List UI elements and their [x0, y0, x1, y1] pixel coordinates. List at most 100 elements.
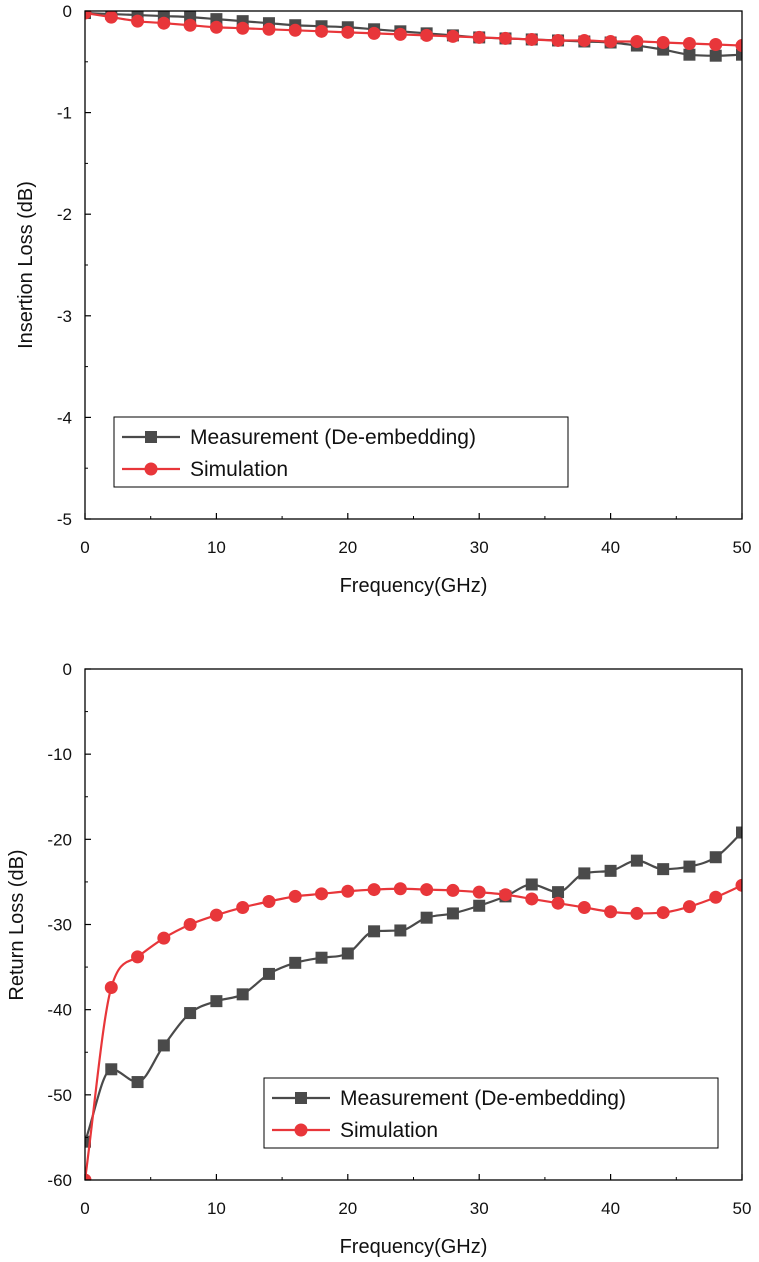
legend-marker: [295, 1092, 307, 1104]
data-point-circle: [420, 883, 434, 897]
data-point-circle: [183, 918, 197, 931]
y-tick-label: -4: [57, 408, 72, 427]
x-tick-label: 30: [470, 538, 489, 557]
legend-label: Measurement (De-embedding): [340, 1087, 626, 1110]
data-point-circle: [236, 900, 250, 914]
data-point-circle: [420, 28, 434, 42]
data-point-square: [683, 48, 696, 61]
x-tick-label: 0: [80, 538, 89, 557]
x-tick-label: 30: [470, 1199, 489, 1218]
data-point-circle: [341, 25, 355, 39]
data-point-circle: [525, 892, 539, 906]
data-point-circle: [446, 883, 460, 897]
data-point-square: [157, 11, 170, 23]
series-line: [85, 11, 742, 47]
data-point-square: [131, 1076, 144, 1089]
y-tick-label: 0: [63, 660, 72, 679]
legend-box: [263, 1077, 719, 1149]
data-point-circle: [341, 884, 355, 898]
data-point-circle: [367, 26, 381, 40]
y-tick-label: -20: [47, 830, 72, 849]
data-point-circle: [315, 887, 329, 901]
y-tick-label: -2: [57, 205, 72, 224]
data-point-circle: [157, 16, 171, 30]
data-point-circle: [85, 1173, 92, 1180]
data-point-circle: [498, 31, 512, 45]
series-simulation: [85, 11, 742, 53]
data-point-circle: [315, 24, 329, 38]
data-point-circle: [131, 14, 145, 28]
data-point-circle: [209, 908, 223, 922]
legend-label: Simulation: [340, 1119, 438, 1142]
legend-marker: [144, 462, 158, 476]
data-point-circle: [157, 931, 171, 945]
x-tick-label: 40: [601, 538, 620, 557]
data-point-square: [420, 911, 433, 924]
data-point-square: [552, 886, 565, 899]
data-point-circle: [656, 36, 670, 49]
data-point-circle: [551, 33, 565, 47]
data-point-circle: [104, 981, 118, 995]
data-point-square: [368, 925, 381, 938]
data-point-circle: [604, 34, 618, 48]
plot-area: [85, 11, 742, 62]
legend-entry-simulation: Simulation: [122, 458, 288, 481]
x-tick-label: 10: [207, 1199, 226, 1218]
data-point-circle: [472, 30, 486, 44]
legend-box: [113, 416, 569, 488]
data-point-circle: [393, 27, 407, 41]
data-point-circle: [577, 900, 591, 914]
data-point-circle: [446, 29, 460, 43]
data-point-circle: [236, 21, 250, 35]
data-point-circle: [85, 11, 92, 20]
y-tick-label: -3: [57, 307, 72, 326]
chart-panel-1: 0 10 20 30 40 50 0 -1 -2 -3 -4 -5 Frequency(GHz) Inse…: [15, 2, 751, 597]
legend: Measurement (De-embedding) Simulation: [263, 1077, 719, 1149]
data-point-square: [578, 867, 591, 880]
x-tick-label: 50: [733, 1199, 752, 1218]
data-point-square: [683, 860, 696, 873]
x-axis-label: Frequency(GHz): [340, 575, 488, 597]
data-point-square: [341, 947, 354, 960]
data-point-square: [210, 995, 223, 1008]
series-simulation: [85, 878, 742, 1180]
legend-entry-measurement: Measurement (De-embedding): [272, 1087, 626, 1110]
data-point-square: [157, 1039, 170, 1052]
y-tick-label: -5: [57, 510, 72, 529]
x-tick-label: 20: [338, 1199, 357, 1218]
plot-area: [85, 826, 742, 1180]
data-point-circle: [104, 11, 118, 24]
data-point-square: [736, 48, 742, 61]
x-axis-label: Frequency(GHz): [340, 1236, 488, 1258]
data-point-square: [289, 956, 302, 969]
y-tick-label: -40: [47, 1001, 72, 1020]
data-point-circle: [262, 895, 276, 908]
series-measurement: [85, 826, 742, 1148]
data-point-circle: [367, 883, 381, 897]
data-point-circle: [577, 33, 591, 47]
data-point-square: [315, 951, 328, 964]
data-point-circle: [604, 905, 618, 919]
data-point-square: [85, 1135, 91, 1148]
data-point-circle: [525, 32, 539, 46]
legend-marker: [294, 1123, 308, 1137]
data-point-circle: [498, 888, 512, 902]
data-point-circle: [288, 889, 302, 903]
chart-panel-2: 0 10 20 30 40 50 0 -10 -20 -30 -40 -50 -60 Frequency(…: [6, 660, 751, 1258]
data-point-circle: [288, 23, 302, 37]
data-point-square: [105, 1063, 118, 1076]
data-point-circle: [393, 882, 407, 896]
legend-entry-measurement: Measurement (De-embedding): [122, 426, 476, 449]
data-point-square: [709, 49, 722, 62]
data-point-square: [394, 924, 407, 937]
data-point-square: [446, 907, 459, 920]
x-tick-label: 50: [733, 538, 752, 557]
data-point-square: [473, 899, 486, 912]
data-point-circle: [709, 890, 723, 904]
data-point-square: [657, 863, 670, 876]
data-point-circle: [735, 39, 742, 53]
data-point-square: [630, 854, 643, 867]
data-point-circle: [656, 906, 670, 920]
data-point-circle: [709, 38, 723, 52]
